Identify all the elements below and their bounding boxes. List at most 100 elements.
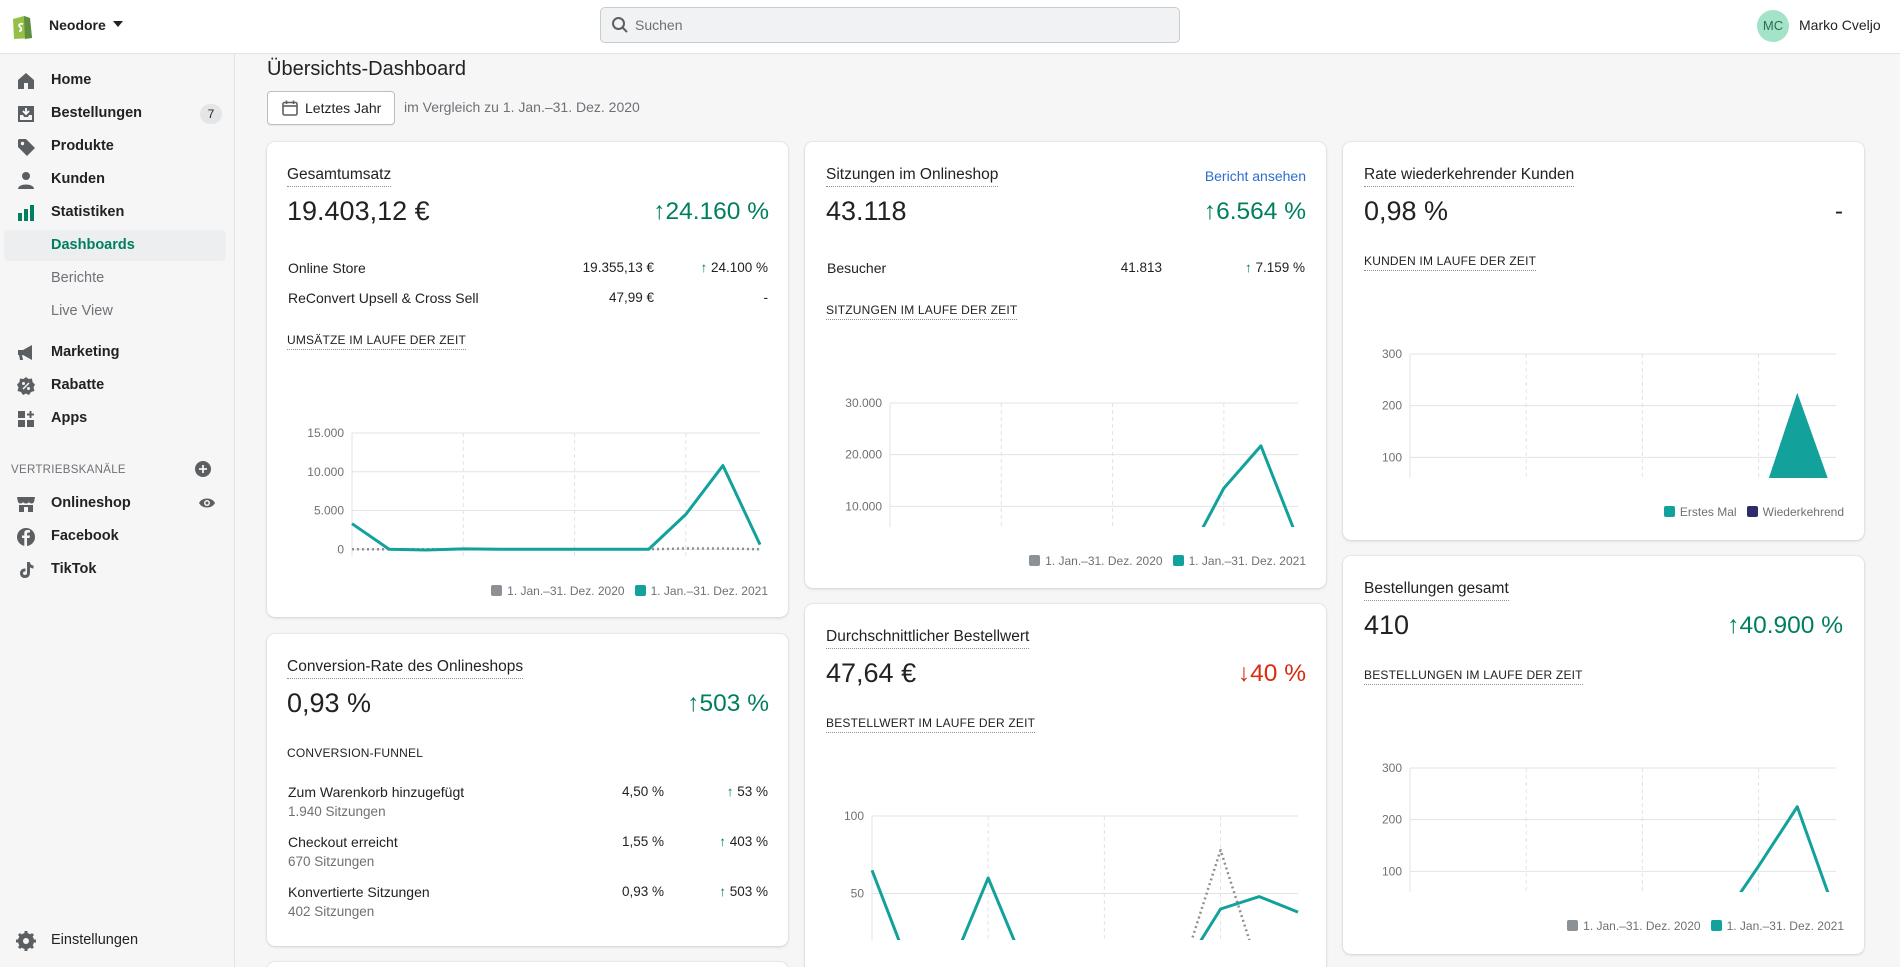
metric-delta-value: 503 %	[699, 690, 769, 717]
sidebar: Home Bestellungen 7 Produkte Kunden Stat…	[0, 54, 235, 967]
chart-title[interactable]: SITZUNGEN IM LAUFE DER ZEIT	[826, 303, 1018, 320]
user-name[interactable]: Marko Cveljo	[1799, 17, 1881, 33]
sidebar-item-live-view[interactable]: Live View	[4, 296, 226, 327]
legend-swatch-prev	[1567, 920, 1579, 931]
row-label: Besucher	[827, 260, 887, 276]
sidebar-item-label: TikTok	[51, 561, 97, 577]
sidebar-item-label: Apps	[51, 410, 88, 426]
gear-icon	[16, 931, 36, 951]
y-tick-label: 100	[1382, 450, 1402, 464]
calendar-icon	[282, 100, 298, 116]
legend-label: Erstes Mal	[1679, 505, 1737, 519]
legend-swatch-returning	[1746, 506, 1758, 517]
legend-label: 1. Jan.–31. Dez. 2020	[1045, 554, 1163, 568]
sidebar-item-onlineshop[interactable]: Onlineshop	[4, 488, 226, 519]
metric-delta-value: 24.160 %	[665, 198, 769, 225]
y-tick-label: 300	[1382, 761, 1402, 775]
search-input[interactable]	[635, 14, 1165, 36]
sidebar-item-label: Produkte	[51, 138, 114, 154]
metric-delta: ↑6.564 %	[1203, 198, 1306, 225]
y-tick-label: 100	[1382, 864, 1402, 878]
y-tick-label: 50	[851, 887, 865, 901]
store-name[interactable]: Neodore	[49, 17, 106, 33]
chart-title[interactable]: BESTELLUNGEN IM LAUFE DER ZEIT	[1364, 668, 1583, 685]
metric-delta: ↑40.900 %	[1727, 612, 1843, 639]
chart-legend: Erstes Mal Wiederkehrend	[1663, 505, 1844, 519]
card-title[interactable]: Conversion-Rate des Onlineshops	[287, 658, 524, 679]
date-range-label: Letztes Jahr	[305, 100, 382, 116]
y-tick-label: 300	[1382, 347, 1402, 361]
view-report-link[interactable]: Bericht ansehen	[1204, 168, 1306, 184]
chart-legend: 1. Jan.–31. Dez. 2020 1. Jan.–31. Dez. 2…	[1567, 919, 1844, 933]
legend-label: 1. Jan.–31. Dez. 2020	[507, 584, 625, 598]
chart-title[interactable]: KUNDEN IM LAUFE DER ZEIT	[1364, 254, 1537, 271]
sidebar-item-label: Live View	[51, 303, 113, 319]
sidebar-item-facebook[interactable]: Facebook	[4, 521, 226, 552]
sidebar-item-tiktok[interactable]: TikTok	[4, 554, 226, 585]
row-value: 47,99 €	[608, 290, 654, 305]
funnel-step-rate: 1,55 %	[621, 834, 664, 849]
metric-delta: ↓40 %	[1237, 660, 1306, 687]
funnel-step-delta: ↑ 403 %	[719, 834, 768, 849]
y-tick-label: 15.000	[307, 426, 344, 440]
card-conversion-rate: Conversion-Rate des Onlineshops 0,93 % ↑…	[267, 634, 788, 946]
search-bar[interactable]	[600, 7, 1180, 43]
legend-label: 1. Jan.–31. Dez. 2021	[650, 584, 768, 598]
chart-title[interactable]: UMSÄTZE IM LAUFE DER ZEIT	[287, 333, 467, 350]
metric-value: 19.403,12 €	[287, 196, 430, 226]
funnel-step-label: Zum Warenkorb hinzugefügt	[288, 784, 465, 800]
row-value: 41.813	[1120, 260, 1162, 275]
sidebar-item-dashboards[interactable]: Dashboards	[4, 230, 226, 261]
funnel-title: CONVERSION-FUNNEL	[287, 746, 424, 760]
sidebar-item-label: Onlineshop	[51, 495, 131, 511]
card-title[interactable]: Durchschnittlicher Bestellwert	[826, 628, 1030, 649]
legend-label: Wiederkehrend	[1762, 505, 1844, 519]
metric-delta: -	[1834, 198, 1843, 225]
comparison-text: im Vergleich zu 1. Jan.–31. Dez. 2020	[404, 99, 640, 115]
customer-icon	[18, 172, 34, 189]
sidebar-item-home[interactable]: Home	[4, 65, 226, 96]
metric-value: 0,93 %	[287, 688, 372, 718]
row-label: ReConvert Upsell & Cross Sell	[288, 290, 479, 306]
order-value-over-time-chart[interactable]: 050100JanAprJulOkt	[805, 740, 1326, 940]
row-label: Online Store	[288, 260, 366, 276]
metric-delta: ↑503 %	[687, 690, 769, 717]
funnel-step-delta-value: 403 %	[729, 834, 768, 849]
avatar[interactable]: MC	[1757, 10, 1789, 42]
y-tick-label: 0	[337, 542, 344, 556]
orders-over-time-chart[interactable]: 0100200300JanAprJulOkt	[1343, 692, 1864, 892]
store-icon	[17, 497, 35, 512]
metric-value: 43.118	[826, 196, 907, 226]
sidebar-item-marketing[interactable]: Marketing	[4, 337, 226, 368]
sidebar-item-customers[interactable]: Kunden	[4, 164, 226, 195]
metric-delta-value: 40.900 %	[1739, 612, 1843, 639]
metric-delta-value: 40 %	[1250, 660, 1306, 687]
card-title[interactable]: Rate wiederkehrender Kunden	[1364, 166, 1575, 187]
customers-over-time-chart[interactable]: 0100200300JanAprJulOkt	[1343, 278, 1864, 478]
legend-swatch-curr	[1710, 920, 1722, 931]
legend-swatch-curr	[1172, 555, 1184, 566]
card-title[interactable]: Gesamtumsatz	[287, 166, 392, 187]
date-range-button[interactable]: Letztes Jahr	[267, 91, 395, 125]
sidebar-item-orders[interactable]: Bestellungen 7	[4, 98, 226, 129]
chart-title[interactable]: BESTELLWERT IM LAUFE DER ZEIT	[826, 716, 1036, 733]
card-title[interactable]: Bestellungen gesamt	[1364, 580, 1509, 601]
chevron-down-icon[interactable]	[113, 21, 123, 27]
sidebar-item-discounts[interactable]: Rabatte	[4, 370, 226, 401]
card-title[interactable]: Sitzungen im Onlineshop	[826, 166, 999, 187]
add-channel-icon[interactable]	[195, 461, 211, 477]
sidebar-item-analytics[interactable]: Statistiken	[4, 197, 226, 228]
eye-icon[interactable]	[198, 496, 216, 510]
legend-swatch-prev	[491, 585, 503, 596]
sidebar-item-reports[interactable]: Berichte	[4, 263, 226, 294]
card-online-sessions: Sitzungen im Onlineshop Bericht ansehen …	[805, 142, 1326, 588]
orders-icon	[18, 106, 34, 122]
sidebar-item-products[interactable]: Produkte	[4, 131, 226, 162]
shopify-logo-icon[interactable]	[10, 12, 34, 40]
sidebar-item-settings[interactable]: Einstellungen	[4, 925, 226, 956]
card-total-sales: Gesamtumsatz 19.403,12 € ↑24.160 % Onlin…	[267, 142, 788, 617]
y-tick-label: 20.000	[845, 448, 882, 462]
sidebar-item-apps[interactable]: Apps	[4, 403, 226, 434]
